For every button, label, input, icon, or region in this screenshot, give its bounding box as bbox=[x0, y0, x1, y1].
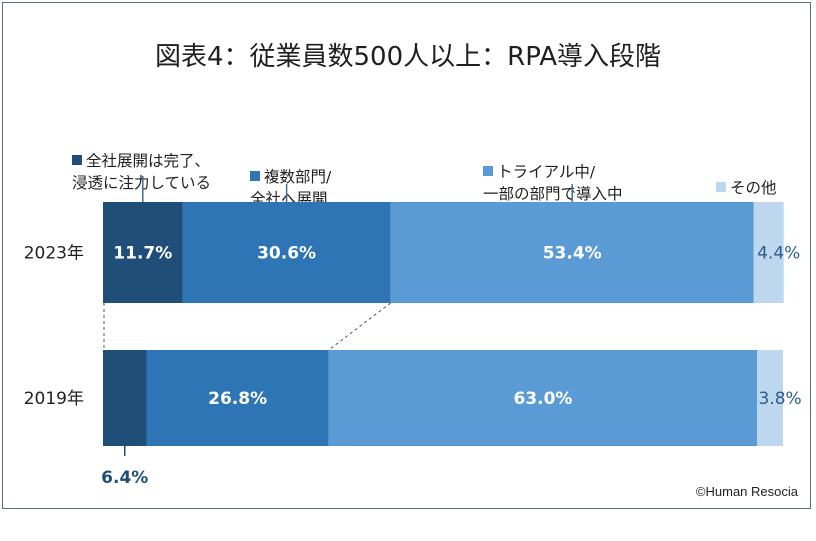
legend-item-trial: トライアル中/ 一部の部門で導入中 bbox=[483, 139, 623, 205]
data-label: 26.8% bbox=[208, 389, 267, 409]
legend-label: その他 bbox=[730, 179, 777, 197]
data-label: 30.6% bbox=[257, 244, 316, 264]
legend-item-other: その他 bbox=[716, 155, 777, 199]
chart-frame bbox=[2, 2, 811, 509]
data-label: 4.4% bbox=[757, 244, 800, 264]
data-label: 63.0% bbox=[513, 389, 572, 409]
data-label: 3.8% bbox=[758, 389, 801, 409]
chart-title: 図表4：従業員数500人以上：RPA導入段階 bbox=[154, 42, 662, 72]
bar-segment bbox=[753, 202, 784, 303]
bar-segment bbox=[103, 350, 147, 446]
bar-segment bbox=[146, 350, 329, 446]
connector-line bbox=[328, 302, 391, 351]
bar-segment bbox=[390, 202, 754, 303]
bar-segment bbox=[757, 350, 783, 446]
category-label: 2023年 bbox=[24, 244, 84, 264]
legend-label: 全社展開は完了、 浸透に注力している bbox=[72, 152, 212, 192]
legend-label: トライアル中/ 一部の部門で導入中 bbox=[483, 163, 623, 203]
category-label: 2019年 bbox=[24, 389, 84, 409]
bar-segment bbox=[182, 202, 391, 303]
legend-item-full-rollout: 全社展開は完了、 浸透に注力している bbox=[72, 128, 211, 194]
copyright-text: ©Human Resocia bbox=[695, 484, 798, 499]
legend-swatch bbox=[72, 155, 82, 165]
legend-swatch bbox=[483, 166, 493, 176]
legend-swatch bbox=[250, 171, 260, 181]
bar-segment bbox=[328, 350, 758, 446]
legend-swatch bbox=[716, 182, 726, 192]
data-label: 11.7% bbox=[113, 244, 172, 264]
data-label: 6.4% bbox=[101, 468, 148, 488]
bar-segment bbox=[103, 202, 183, 303]
data-label: 53.4% bbox=[543, 244, 602, 264]
